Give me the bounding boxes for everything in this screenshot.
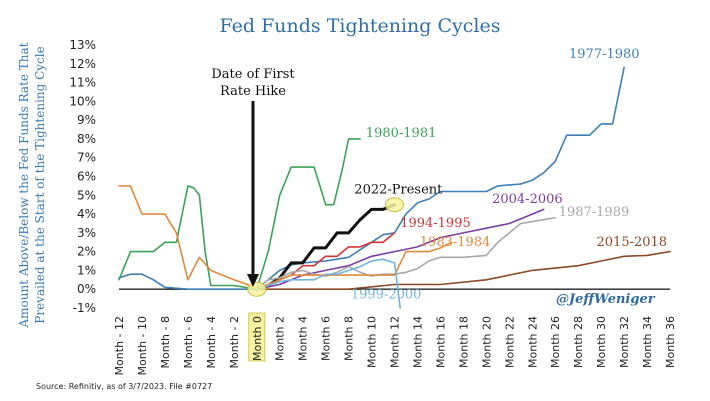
- first-hike-label-line-2: Rate Hike: [220, 84, 286, 99]
- series-label-1980-1981: 1980-1981: [366, 126, 437, 141]
- x-tick-label: Month - 12: [113, 316, 126, 375]
- series-label-2004-2006: 2004-2006: [492, 192, 563, 207]
- x-axis-ticks: Month - 12 Month - 10 Month - 8 Month - 6 Mo…: [113, 312, 677, 375]
- y-tick-label: -1%: [73, 301, 96, 315]
- series-end-marker: [385, 197, 404, 213]
- series-label-1987-1989: 1987-1989: [559, 205, 630, 220]
- series-line-1983-1984: [118, 185, 453, 291]
- y-tick-label: 5%: [77, 188, 96, 202]
- y-tick-label: 9%: [77, 113, 96, 127]
- first-hike-label-line-1: Date of First: [211, 67, 295, 82]
- y-tick-label: 7%: [77, 151, 96, 165]
- x-tick-label: Month 36: [664, 316, 677, 368]
- x-tick-label: Month 4: [297, 316, 310, 361]
- author-handle: @JeffWeniger: [556, 292, 656, 307]
- y-tick-label: 0%: [77, 282, 96, 296]
- y-tick-label: 1%: [77, 263, 96, 277]
- y-tick-label: 11%: [69, 76, 96, 90]
- y-tick-label: 12%: [69, 57, 96, 71]
- x-tick-label: Month - 10: [136, 316, 149, 375]
- x-tick-label: Month 24: [526, 316, 539, 368]
- x-tick-label: Month - 6: [182, 316, 195, 368]
- x-tick-highlight: [248, 312, 266, 362]
- x-tick-label: Month 10: [366, 316, 379, 368]
- y-axis-label-line-2: Prevailed at the Start of the Tightening…: [33, 46, 47, 323]
- y-tick-label: 13%: [69, 38, 96, 52]
- x-tick-label: Month 14: [412, 316, 425, 368]
- series-label-1999-2000: 1999-2000: [351, 288, 422, 303]
- x-tick-label: Month - 8: [159, 316, 172, 368]
- y-tick-label: 2%: [77, 245, 96, 259]
- origin-marker: [247, 281, 267, 297]
- y-tick-label: 8%: [77, 132, 96, 146]
- y-tick-label: 10%: [69, 94, 96, 108]
- x-tick-label: Month 26: [549, 316, 562, 368]
- series-line-1987-1989: [255, 217, 557, 291]
- chart-title: Fed Funds Tightening Cycles: [220, 15, 501, 37]
- x-tick-label: Month 30: [595, 316, 608, 368]
- x-tick-label: Month - 2: [228, 316, 241, 368]
- first-hike-annotation: Date of First Rate Hike: [211, 67, 295, 287]
- x-tick-label: Month 28: [572, 316, 585, 368]
- series-lines: [118, 66, 671, 309]
- y-tick-label: 6%: [77, 170, 96, 184]
- x-tick-label: Month 8: [343, 316, 356, 361]
- series-label-1994-1995: 1994-1995: [400, 216, 471, 231]
- series-line-2015-2018: [255, 250, 671, 291]
- series-label-1977-1980: 1977-1980: [569, 47, 640, 62]
- y-tick-label: 4%: [77, 207, 96, 221]
- y-axis-label: Amount Above/Below the Fed Funds Rate Th…: [17, 42, 47, 328]
- source-note: Source: Refinitiv, as of 3/7/2023. File …: [36, 382, 212, 391]
- x-tick-label: Month 12: [389, 316, 402, 368]
- y-tick-label: 3%: [77, 226, 96, 240]
- y-axis-label-line-1: Amount Above/Below the Fed Funds Rate Th…: [17, 42, 31, 328]
- first-hike-arrow-head: [247, 274, 259, 287]
- series-label-2022-Present: 2022-Present: [354, 182, 443, 197]
- series-line-1977-1980: [118, 66, 625, 291]
- x-tick-label: Month 0: [251, 316, 264, 361]
- series-label-1983-1984: 1983-1984: [420, 235, 491, 250]
- x-tick-label: Month 6: [320, 316, 333, 361]
- series-labels: 1977-1980 1980-1981 2022-Present 1994-1995 2…: [351, 47, 667, 303]
- x-tick-label: Month 18: [457, 316, 470, 368]
- x-tick-label: Month 2: [274, 316, 287, 361]
- x-tick-label: Month 20: [480, 316, 493, 368]
- y-axis-ticks: -1% 0% 1% 2% 3% 4% 5% 6% 7% 8% 9% 10% 11% 12% 13%: [69, 38, 96, 315]
- x-tick-label: Month 16: [434, 316, 447, 368]
- series-line-1980-1981: [118, 138, 361, 291]
- x-tick-label: Month 34: [641, 316, 654, 368]
- x-tick-label: Month 32: [618, 316, 631, 368]
- series-label-2015-2018: 2015-2018: [597, 235, 668, 250]
- series-line-1999-2000: [255, 258, 402, 309]
- x-tick-label: Month - 4: [205, 316, 218, 368]
- x-tick-label: Month 22: [503, 316, 516, 368]
